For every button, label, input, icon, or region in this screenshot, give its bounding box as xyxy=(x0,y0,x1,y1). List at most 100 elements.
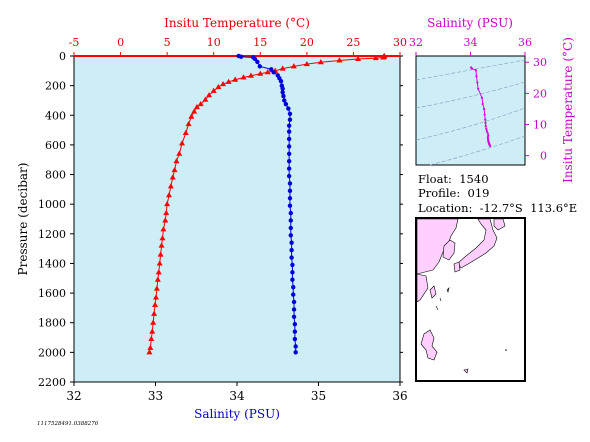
salinity-point xyxy=(278,78,284,84)
ts-point xyxy=(477,87,480,90)
salinity-point xyxy=(288,218,293,223)
ts-point xyxy=(486,131,489,135)
ts-point xyxy=(484,124,487,128)
pressure-tick-label: 1400 xyxy=(38,257,66,270)
salinity-point xyxy=(255,59,260,65)
pressure-tick-label: 800 xyxy=(45,169,66,182)
ts-temperature-tick-label: 20 xyxy=(533,87,547,100)
temperature-point xyxy=(152,301,159,307)
ts-point xyxy=(476,81,479,84)
ts-salinity-tick-label: 36 xyxy=(518,36,532,49)
temperature-point xyxy=(152,294,159,300)
temperature-point xyxy=(158,242,165,248)
salinity-point xyxy=(291,292,296,297)
land-philippines xyxy=(420,329,438,361)
salinity-point xyxy=(291,284,296,290)
ts-point xyxy=(484,118,487,121)
ts-point xyxy=(470,67,473,70)
temperature-point xyxy=(290,63,297,69)
temperature-point xyxy=(193,103,200,110)
ts-point xyxy=(475,75,478,78)
salinity-axis-label: Salinity (PSU) xyxy=(194,407,280,421)
salinity-point xyxy=(293,350,298,355)
temperature-point xyxy=(232,76,239,82)
salinity-point xyxy=(286,151,292,156)
temperature-point xyxy=(157,251,164,257)
ts-point xyxy=(485,129,488,133)
profile-label: Profile: 019 xyxy=(418,186,490,200)
temperature-point xyxy=(173,158,180,164)
salinity-point xyxy=(290,262,295,268)
salinity-point xyxy=(280,86,285,91)
salinity-point xyxy=(291,307,297,312)
temperature-point xyxy=(279,65,286,71)
island-chain xyxy=(435,297,442,311)
temperature-point xyxy=(355,55,362,61)
temperature-point xyxy=(179,140,186,146)
temperature-point xyxy=(163,209,170,216)
ts-salinity-label: Salinity (PSU) xyxy=(427,16,513,30)
pressure-profile-chart: 0200400600800100012001400160018002000220… xyxy=(16,16,408,421)
ts-point xyxy=(485,127,488,130)
salinity-point xyxy=(286,106,291,111)
ts-temperature-tick-label: 30 xyxy=(533,56,547,69)
salinity-point xyxy=(281,93,286,99)
temperature-point xyxy=(202,96,209,102)
temperature-point xyxy=(206,92,213,98)
salinity-point xyxy=(290,270,295,275)
pressure-tick-label: 1000 xyxy=(38,198,66,211)
temperature-point xyxy=(147,344,154,350)
ts-point xyxy=(480,96,484,99)
temperature-point xyxy=(185,120,192,127)
salinity-point xyxy=(287,188,293,194)
ts-series xyxy=(469,66,492,148)
temperature-point xyxy=(169,174,176,180)
density-contour xyxy=(429,135,526,166)
temperature-point xyxy=(166,192,173,198)
temperature-point xyxy=(176,150,183,156)
ts-point xyxy=(483,107,486,111)
temperature-salinity-inset: 32 34 36 0 10 20 30 Salinity (PSU) Insitu Tem… xyxy=(409,16,575,183)
temperature-point xyxy=(160,226,167,232)
salinity-point xyxy=(289,255,294,260)
temperature-point xyxy=(225,78,232,84)
salinity-point xyxy=(287,203,293,208)
temperature-tick-label: -5 xyxy=(69,36,80,49)
ts-point xyxy=(487,134,490,137)
land-japan xyxy=(457,218,498,269)
ts-point xyxy=(483,113,486,116)
salinity-point xyxy=(291,299,297,305)
salinity-point xyxy=(257,64,263,69)
salinity-point xyxy=(238,54,244,59)
temperature-point xyxy=(164,200,171,207)
salinity-point xyxy=(283,101,289,107)
temperature-tick-label: 0 xyxy=(117,36,124,49)
salinity-tick-label: 34 xyxy=(229,389,245,403)
salinity-point xyxy=(293,344,298,349)
land-island xyxy=(446,287,450,293)
ts-temperature-tick-label: 0 xyxy=(540,150,547,163)
temperature-axis-ticks: -5 0 5 10 15 20 25 30 xyxy=(69,36,407,56)
temperature-point xyxy=(240,74,247,80)
location-map xyxy=(415,217,526,382)
salinity-tick-label: 36 xyxy=(392,389,407,403)
pressure-tick-label: 1600 xyxy=(38,287,66,300)
salinity-point xyxy=(288,233,293,238)
temperature-point xyxy=(191,108,198,114)
land-island xyxy=(463,368,469,374)
temperature-point xyxy=(149,328,156,334)
salinity-tick-label: 32 xyxy=(66,389,81,403)
pressure-axis-ticks: 0 200 400 600 800 1000 1200 1400 1600 1800 2000 220… xyxy=(38,50,403,389)
salinity-point xyxy=(286,136,292,142)
density-contour xyxy=(415,107,526,141)
temperature-tick-label: 25 xyxy=(346,36,360,49)
pressure-tick-label: 2200 xyxy=(38,376,66,389)
temperature-tick-label: 10 xyxy=(207,36,221,49)
salinity-point xyxy=(286,159,292,164)
temperature-point xyxy=(171,166,178,173)
salinity-point xyxy=(269,67,274,72)
pressure-tick-label: 200 xyxy=(45,80,66,93)
salinity-point xyxy=(290,277,295,282)
ts-salinity-tick-label: 34 xyxy=(464,36,478,49)
